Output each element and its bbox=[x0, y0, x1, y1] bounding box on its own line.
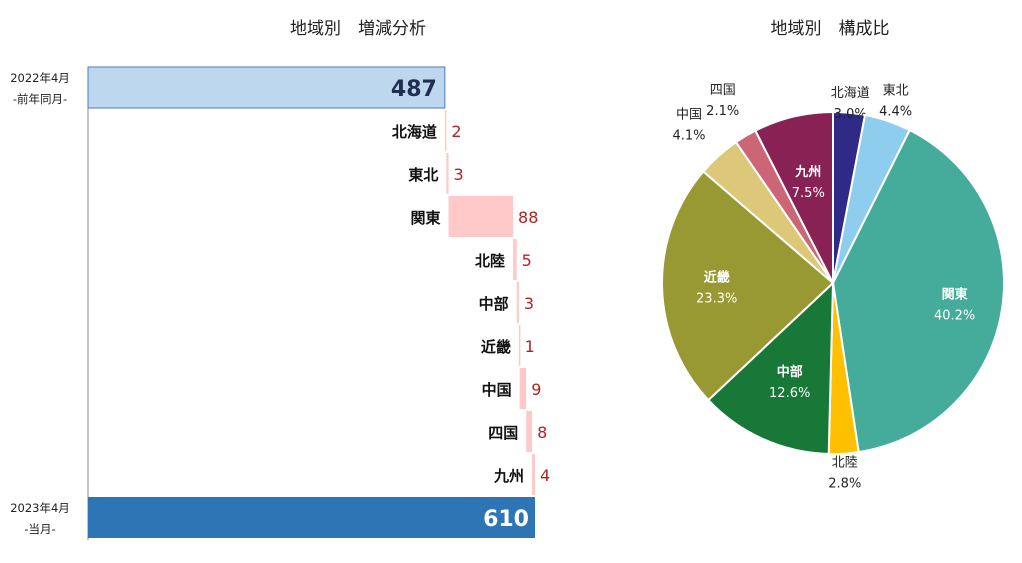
pie-value-label: 12.6% bbox=[769, 386, 810, 401]
pie-label: 北陸 bbox=[832, 455, 858, 471]
pie-value-label: 40.2% bbox=[934, 308, 975, 323]
waterfall-end-sublabel: -当月- bbox=[24, 522, 55, 536]
pie-title: 地域別 構成比 bbox=[771, 19, 890, 39]
waterfall-category-label: 中部 bbox=[479, 295, 509, 313]
waterfall-category-label: 四国 bbox=[488, 424, 518, 442]
pie-chart: 北海道 3.0% 東北 4.4% 関東 40.2% 北陸 2.8% 中部 12.6% 近畿 23.3%… bbox=[661, 82, 1005, 492]
waterfall-end-label: 2023年4月 bbox=[10, 501, 70, 515]
pie-value-label: 4.1% bbox=[672, 129, 705, 144]
waterfall-chart: 487 2022年4月 -前年同月- 北海道 2 東北 3 関東 88 北陸 5 中部 3 近畿 1 中国 9 四… bbox=[10, 66, 550, 540]
waterfall-bar-3 bbox=[448, 196, 514, 237]
pie-slice-3 bbox=[831, 128, 1005, 454]
waterfall-value-end: 610 bbox=[483, 507, 529, 532]
waterfall-value-label: 8 bbox=[537, 423, 547, 442]
waterfall-bar-end bbox=[88, 497, 535, 538]
waterfall-value-label: 9 bbox=[531, 380, 541, 399]
waterfall-title: 地域別 増減分析 bbox=[290, 19, 426, 39]
waterfall-value-label: 3 bbox=[524, 294, 534, 313]
pie-value-label: 4.4% bbox=[879, 104, 912, 119]
pie-label: 北海道 bbox=[831, 86, 870, 101]
waterfall-category-label: 関東 bbox=[411, 209, 441, 227]
waterfall-start-label: 2022年4月 bbox=[10, 71, 70, 85]
pie-slice-6 bbox=[661, 170, 835, 402]
waterfall-bar-start bbox=[87, 66, 446, 109]
waterfall-category-label: 近畿 bbox=[481, 338, 511, 356]
pie-slice-9 bbox=[754, 110, 834, 284]
waterfall-bar-5 bbox=[516, 282, 519, 323]
waterfall-category-label: 北陸 bbox=[475, 252, 505, 270]
waterfall-bar-6 bbox=[518, 325, 521, 366]
pie-value-label: 23.3% bbox=[696, 292, 737, 307]
waterfall-category-label: 北海道 bbox=[392, 123, 437, 141]
pie-slice-5 bbox=[706, 280, 835, 455]
waterfall-bar-7 bbox=[519, 368, 527, 409]
pie-label: 東北 bbox=[883, 82, 909, 98]
waterfall-value-label: 1 bbox=[525, 337, 535, 356]
waterfall-bar-8 bbox=[526, 411, 533, 452]
waterfall-bar-2 bbox=[446, 153, 449, 194]
pie-label: 九州 bbox=[794, 165, 821, 180]
pie-value-label: 7.5% bbox=[792, 186, 825, 201]
waterfall-bar-1 bbox=[444, 110, 447, 151]
waterfall-start-sublabel: -前年同月- bbox=[13, 92, 67, 106]
pie-value-label: 2.1% bbox=[706, 104, 739, 119]
waterfall-value-label: 2 bbox=[451, 122, 461, 141]
waterfall-category-label: 九州 bbox=[493, 467, 524, 485]
pie-label: 四国 bbox=[710, 83, 736, 98]
waterfall-value-label: 4 bbox=[540, 466, 550, 485]
waterfall-value-start: 487 bbox=[391, 77, 437, 102]
pie-value-label: 3.0% bbox=[834, 107, 867, 122]
waterfall-value-label: 5 bbox=[522, 251, 532, 270]
waterfall-bar-9 bbox=[532, 454, 535, 495]
pie-label: 中国 bbox=[676, 108, 702, 123]
pie-label: 近畿 bbox=[704, 270, 730, 286]
pie-label: 関東 bbox=[942, 286, 968, 302]
waterfall-bar-4 bbox=[513, 239, 517, 280]
waterfall-category-label: 東北 bbox=[408, 166, 438, 184]
pie-label: 中部 bbox=[777, 364, 803, 380]
pie-value-label: 2.8% bbox=[828, 477, 861, 492]
waterfall-value-label: 3 bbox=[454, 165, 464, 184]
waterfall-value-label: 88 bbox=[518, 208, 538, 227]
waterfall-category-label: 中国 bbox=[482, 381, 512, 399]
